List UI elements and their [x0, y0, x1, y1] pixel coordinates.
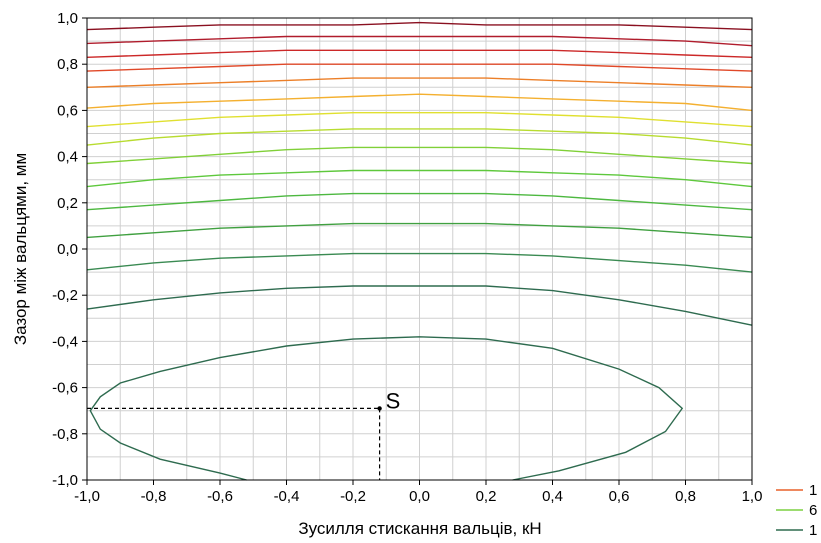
contour-line-15 — [86, 21, 753, 31]
legend: 1 6 1 — [776, 482, 817, 539]
contour-line-7 — [86, 146, 753, 165]
x-tick-label: 0,6 — [609, 488, 630, 505]
contour-line-1 — [89, 336, 684, 481]
x-axis-title: Зусилля стискання вальців, кН — [298, 519, 541, 538]
y-axis-title: Зазор між вальцями, мм — [11, 153, 30, 345]
contour-line-3 — [86, 252, 753, 273]
x-tick-label: 0,8 — [675, 488, 696, 505]
x-tick-label: -0,4 — [274, 488, 300, 505]
y-tick-label: -1,0 — [52, 472, 78, 489]
contour-line-14 — [86, 35, 753, 47]
y-tick-label: 0,0 — [57, 241, 78, 258]
annotation-point — [377, 406, 382, 411]
legend-label: 1 — [809, 482, 817, 499]
contour-line-5 — [86, 192, 753, 211]
y-tick-label: 0,6 — [57, 102, 78, 119]
x-tick-label: -0,8 — [141, 488, 167, 505]
x-tick-label: 0,0 — [409, 488, 430, 505]
contour-line-13 — [86, 49, 753, 58]
contour-line-11 — [86, 77, 753, 88]
x-tick-label: 1,0 — [742, 488, 763, 505]
ticks: -1,0 -0,8 -0,6 -0,4 -0,2 0,0 0,2 0,4 0,6 0,8 1,0 1,… — [52, 10, 762, 505]
point-annotation: S — [87, 388, 400, 480]
contour-line-2 — [86, 285, 753, 326]
y-tick-label: -0,2 — [52, 287, 78, 304]
y-tick-label: -0,6 — [52, 380, 78, 397]
contour-line-10 — [86, 93, 753, 112]
contour-line-9 — [86, 111, 753, 128]
x-tick-label: -0,6 — [207, 488, 233, 505]
legend-label: 6 — [809, 502, 817, 519]
y-tick-label: -0,4 — [52, 333, 78, 350]
contour-line-6 — [86, 169, 753, 188]
y-tick-label: 0,2 — [57, 195, 78, 212]
y-tick-label: 1,0 — [57, 10, 78, 27]
y-tick-label: 0,4 — [57, 149, 78, 166]
x-tick-label: -1,0 — [74, 488, 100, 505]
annotation-label: S — [386, 388, 401, 413]
x-tick-label: -0,2 — [340, 488, 366, 505]
grid — [86, 17, 753, 481]
y-tick-label: -0,8 — [52, 426, 78, 443]
x-tick-label: 0,2 — [476, 488, 497, 505]
x-tick-label: 0,4 — [542, 488, 563, 505]
contour-line-8 — [86, 128, 753, 146]
y-tick-label: 0,8 — [57, 56, 78, 73]
contour-line-12 — [86, 63, 753, 72]
contour-lines — [86, 21, 753, 481]
contour-line-4 — [86, 222, 753, 239]
legend-label: 1 — [809, 522, 817, 539]
